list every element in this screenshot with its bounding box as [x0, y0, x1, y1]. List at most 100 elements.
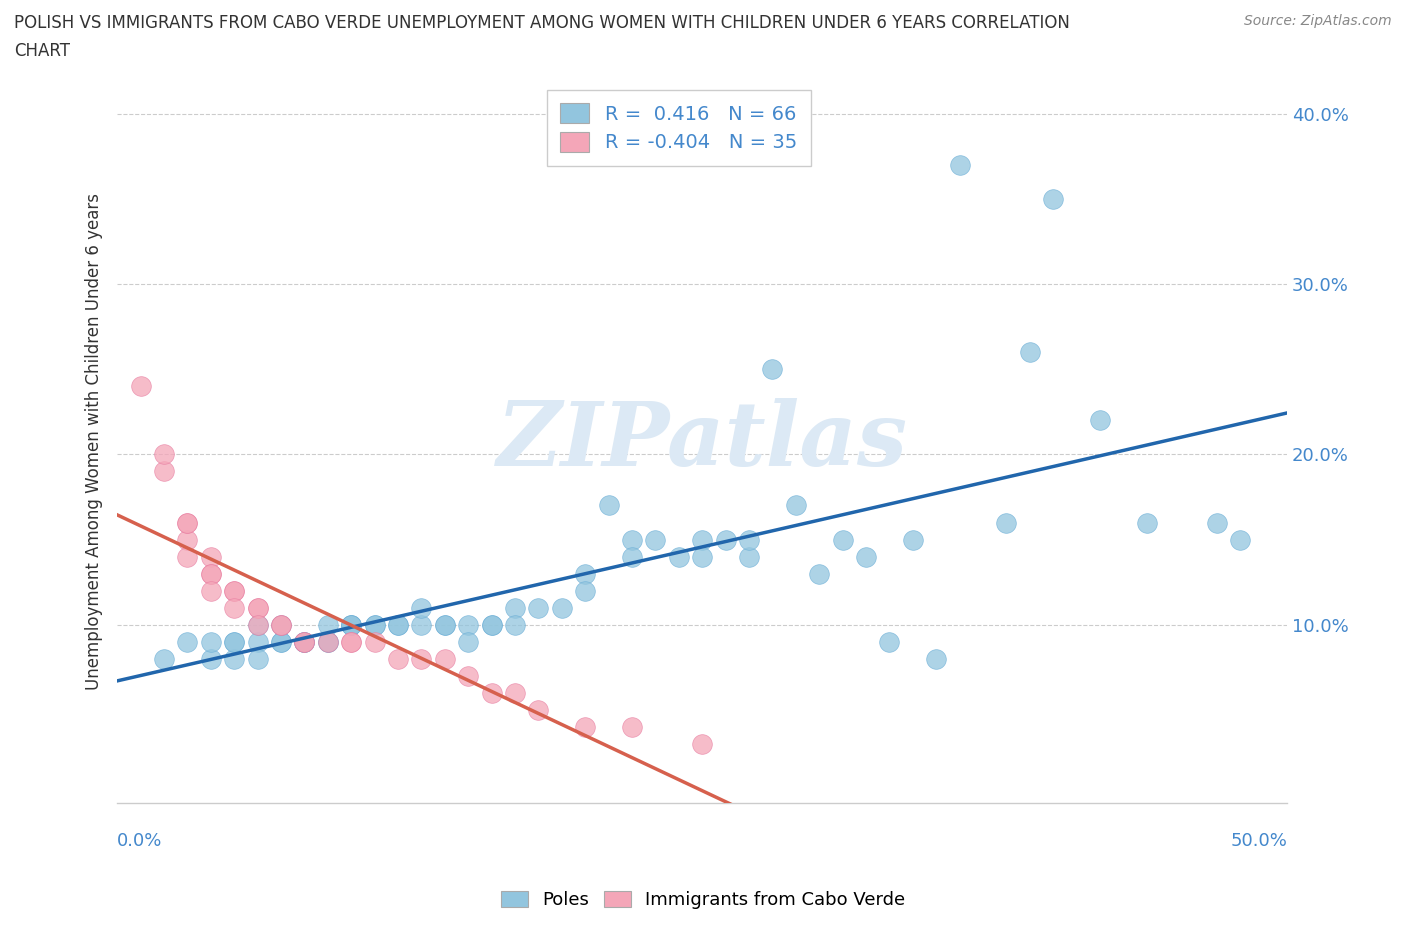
- Point: [176, 515, 198, 530]
- Point: [901, 532, 924, 547]
- Point: [714, 532, 737, 547]
- Point: [200, 566, 222, 581]
- Point: [598, 498, 620, 513]
- Point: [738, 532, 761, 547]
- Point: [574, 719, 596, 734]
- Point: [481, 685, 503, 700]
- Point: [176, 634, 198, 649]
- Point: [340, 618, 363, 632]
- Legend: Poles, Immigrants from Cabo Verde: Poles, Immigrants from Cabo Verde: [494, 884, 912, 916]
- Point: [620, 719, 643, 734]
- Point: [433, 618, 456, 632]
- Point: [270, 634, 292, 649]
- Point: [292, 634, 315, 649]
- Point: [457, 634, 479, 649]
- Point: [620, 549, 643, 564]
- Point: [387, 618, 409, 632]
- Point: [316, 634, 339, 649]
- Point: [831, 532, 853, 547]
- Text: ZIPatlas: ZIPatlas: [496, 398, 908, 485]
- Point: [363, 634, 385, 649]
- Point: [363, 618, 385, 632]
- Legend: R =  0.416   N = 66, R = -0.404   N = 35: R = 0.416 N = 66, R = -0.404 N = 35: [547, 90, 811, 166]
- Point: [200, 566, 222, 581]
- Point: [316, 634, 339, 649]
- Point: [363, 618, 385, 632]
- Point: [270, 618, 292, 632]
- Text: CHART: CHART: [14, 42, 70, 60]
- Point: [574, 566, 596, 581]
- Point: [387, 618, 409, 632]
- Point: [551, 600, 574, 615]
- Y-axis label: Unemployment Among Women with Children Under 6 years: Unemployment Among Women with Children U…: [86, 193, 103, 690]
- Point: [690, 549, 713, 564]
- Point: [292, 634, 315, 649]
- Text: POLISH VS IMMIGRANTS FROM CABO VERDE UNEMPLOYMENT AMONG WOMEN WITH CHILDREN UNDE: POLISH VS IMMIGRANTS FROM CABO VERDE UNE…: [14, 14, 1070, 32]
- Point: [738, 549, 761, 564]
- Point: [340, 618, 363, 632]
- Point: [176, 532, 198, 547]
- Point: [690, 737, 713, 751]
- Point: [761, 362, 783, 377]
- Point: [246, 618, 269, 632]
- Point: [224, 583, 246, 598]
- Point: [808, 566, 831, 581]
- Point: [457, 618, 479, 632]
- Point: [246, 618, 269, 632]
- Point: [270, 618, 292, 632]
- Point: [200, 651, 222, 666]
- Point: [620, 532, 643, 547]
- Point: [340, 618, 363, 632]
- Point: [1229, 532, 1251, 547]
- Point: [270, 634, 292, 649]
- Point: [457, 668, 479, 683]
- Point: [340, 634, 363, 649]
- Point: [995, 515, 1018, 530]
- Point: [527, 702, 550, 717]
- Point: [246, 600, 269, 615]
- Point: [1088, 413, 1111, 428]
- Point: [1018, 345, 1040, 360]
- Point: [879, 634, 901, 649]
- Point: [433, 618, 456, 632]
- Point: [481, 618, 503, 632]
- Point: [668, 549, 690, 564]
- Point: [690, 532, 713, 547]
- Point: [411, 651, 433, 666]
- Point: [224, 651, 246, 666]
- Point: [246, 600, 269, 615]
- Point: [503, 685, 526, 700]
- Point: [316, 618, 339, 632]
- Point: [292, 634, 315, 649]
- Point: [292, 634, 315, 649]
- Text: 50.0%: 50.0%: [1230, 832, 1286, 850]
- Point: [200, 583, 222, 598]
- Point: [224, 634, 246, 649]
- Point: [153, 651, 176, 666]
- Point: [1136, 515, 1159, 530]
- Text: Source: ZipAtlas.com: Source: ZipAtlas.com: [1244, 14, 1392, 28]
- Point: [246, 651, 269, 666]
- Point: [246, 634, 269, 649]
- Point: [270, 618, 292, 632]
- Point: [1205, 515, 1227, 530]
- Point: [200, 634, 222, 649]
- Point: [224, 583, 246, 598]
- Point: [316, 634, 339, 649]
- Point: [153, 447, 176, 462]
- Point: [176, 515, 198, 530]
- Point: [527, 600, 550, 615]
- Point: [1042, 192, 1064, 206]
- Point: [176, 549, 198, 564]
- Point: [224, 600, 246, 615]
- Point: [948, 158, 970, 173]
- Point: [129, 379, 152, 393]
- Point: [387, 651, 409, 666]
- Point: [292, 634, 315, 649]
- Point: [200, 549, 222, 564]
- Point: [925, 651, 948, 666]
- Point: [224, 634, 246, 649]
- Point: [481, 618, 503, 632]
- Point: [433, 651, 456, 666]
- Point: [340, 634, 363, 649]
